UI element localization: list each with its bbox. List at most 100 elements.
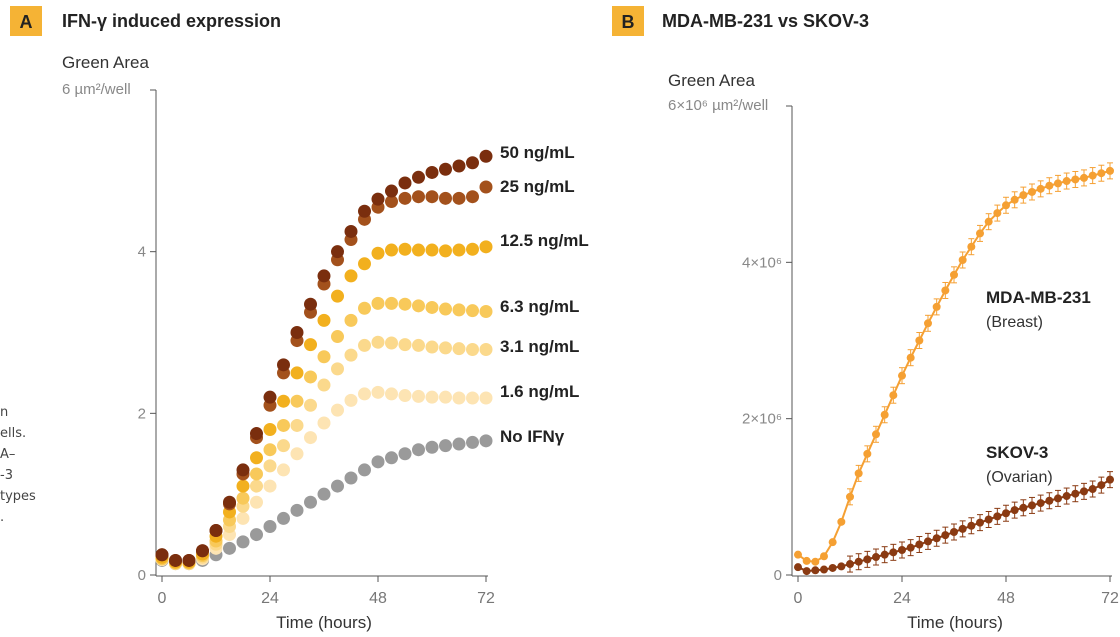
panel-b-title: MDA-MB-231 vs SKOV-3 — [662, 11, 869, 31]
side-note-line: ells. — [0, 426, 27, 441]
data-point — [1106, 475, 1114, 484]
data-point — [398, 242, 412, 256]
data-point — [452, 303, 466, 317]
data-point — [398, 389, 412, 403]
data-point — [385, 243, 398, 257]
data-point — [425, 243, 439, 257]
data-point — [863, 555, 872, 564]
data-point — [1106, 166, 1114, 175]
panel-a-xlabel: Time (hours) — [276, 613, 372, 632]
data-point — [236, 535, 250, 549]
y-tick-label: 0 — [774, 567, 782, 584]
data-point — [452, 342, 466, 356]
data-point — [412, 338, 425, 352]
series-label: 6.3 ng/mL — [500, 297, 579, 316]
data-point — [479, 391, 493, 405]
series-label: 12.5 ng/mL — [500, 231, 589, 250]
panel-a-badge — [10, 6, 42, 36]
x-tick-label: 24 — [261, 590, 279, 607]
data-point — [250, 427, 263, 441]
data-point — [452, 391, 466, 405]
series-mda-mb-231 — [794, 162, 1114, 566]
data-point — [906, 353, 915, 362]
series-label: 50 ng/mL — [500, 143, 575, 162]
data-point — [993, 209, 1002, 218]
data-point — [317, 487, 331, 501]
data-point — [317, 269, 331, 283]
data-point — [452, 191, 466, 205]
y-tick-label: 4×10⁶ — [742, 254, 782, 271]
series-1-6-ng-ml — [155, 385, 493, 571]
data-point — [425, 300, 439, 314]
data-point — [304, 431, 317, 445]
data-point — [479, 180, 493, 194]
x-tick-label: 48 — [997, 590, 1015, 607]
data-point — [263, 443, 277, 457]
data-point — [915, 336, 924, 345]
data-point — [371, 385, 385, 399]
data-point — [209, 524, 223, 538]
data-point — [196, 544, 209, 558]
data-point — [880, 410, 889, 419]
data-point — [811, 566, 820, 575]
data-point — [1062, 492, 1071, 501]
x-tick-label: 0 — [794, 590, 803, 607]
data-point — [872, 430, 880, 439]
data-point — [439, 162, 452, 176]
data-point — [854, 469, 863, 478]
panel-a-ylabel-line2: 6 µm²/well — [62, 81, 131, 98]
series-6-3-ng-ml — [155, 296, 493, 570]
series-3-1-ng-ml — [155, 335, 493, 571]
data-point — [304, 370, 317, 384]
data-point — [263, 479, 277, 493]
data-point — [358, 338, 371, 352]
data-point — [277, 463, 290, 477]
data-point — [317, 313, 331, 327]
x-tick-label: 72 — [477, 590, 495, 607]
data-point — [344, 313, 358, 327]
data-point — [466, 342, 479, 356]
series-line — [797, 169, 1111, 563]
data-point — [277, 439, 290, 453]
data-point — [439, 191, 452, 205]
data-point — [1097, 169, 1106, 178]
data-point — [811, 557, 820, 566]
series-label: 25 ng/mL — [500, 177, 575, 196]
panel-a-label: A — [20, 12, 33, 32]
data-point — [1045, 496, 1054, 505]
panel-b-badge — [612, 6, 644, 36]
data-point — [439, 244, 452, 258]
data-point — [1097, 481, 1106, 490]
data-point — [1036, 184, 1045, 193]
data-point — [250, 528, 263, 542]
data-point — [236, 463, 250, 477]
data-point — [1080, 487, 1088, 496]
y-tick-label: 0 — [138, 567, 146, 584]
data-point — [425, 440, 439, 454]
data-point — [1010, 506, 1019, 515]
data-point — [304, 297, 317, 311]
panel-b-label: B — [622, 12, 635, 32]
data-point — [331, 245, 344, 259]
data-point — [344, 269, 358, 283]
data-point — [344, 393, 358, 407]
data-point — [277, 511, 290, 525]
data-point — [223, 541, 236, 555]
data-point — [941, 286, 950, 295]
data-point — [425, 190, 439, 204]
data-point — [250, 495, 263, 509]
data-point — [1080, 173, 1088, 182]
series-skov-3 — [794, 471, 1114, 576]
data-point — [466, 435, 479, 449]
panel-b-axes: 0 2×10⁶ 4×10⁶ 0 24 48 72 — [742, 105, 1119, 607]
data-point — [1054, 179, 1062, 188]
data-point — [846, 560, 854, 569]
data-point — [1071, 489, 1080, 498]
data-point — [385, 451, 398, 465]
data-point — [263, 423, 277, 436]
data-point — [837, 562, 846, 571]
data-point — [854, 557, 863, 566]
data-point — [828, 538, 837, 547]
data-point — [331, 403, 344, 417]
